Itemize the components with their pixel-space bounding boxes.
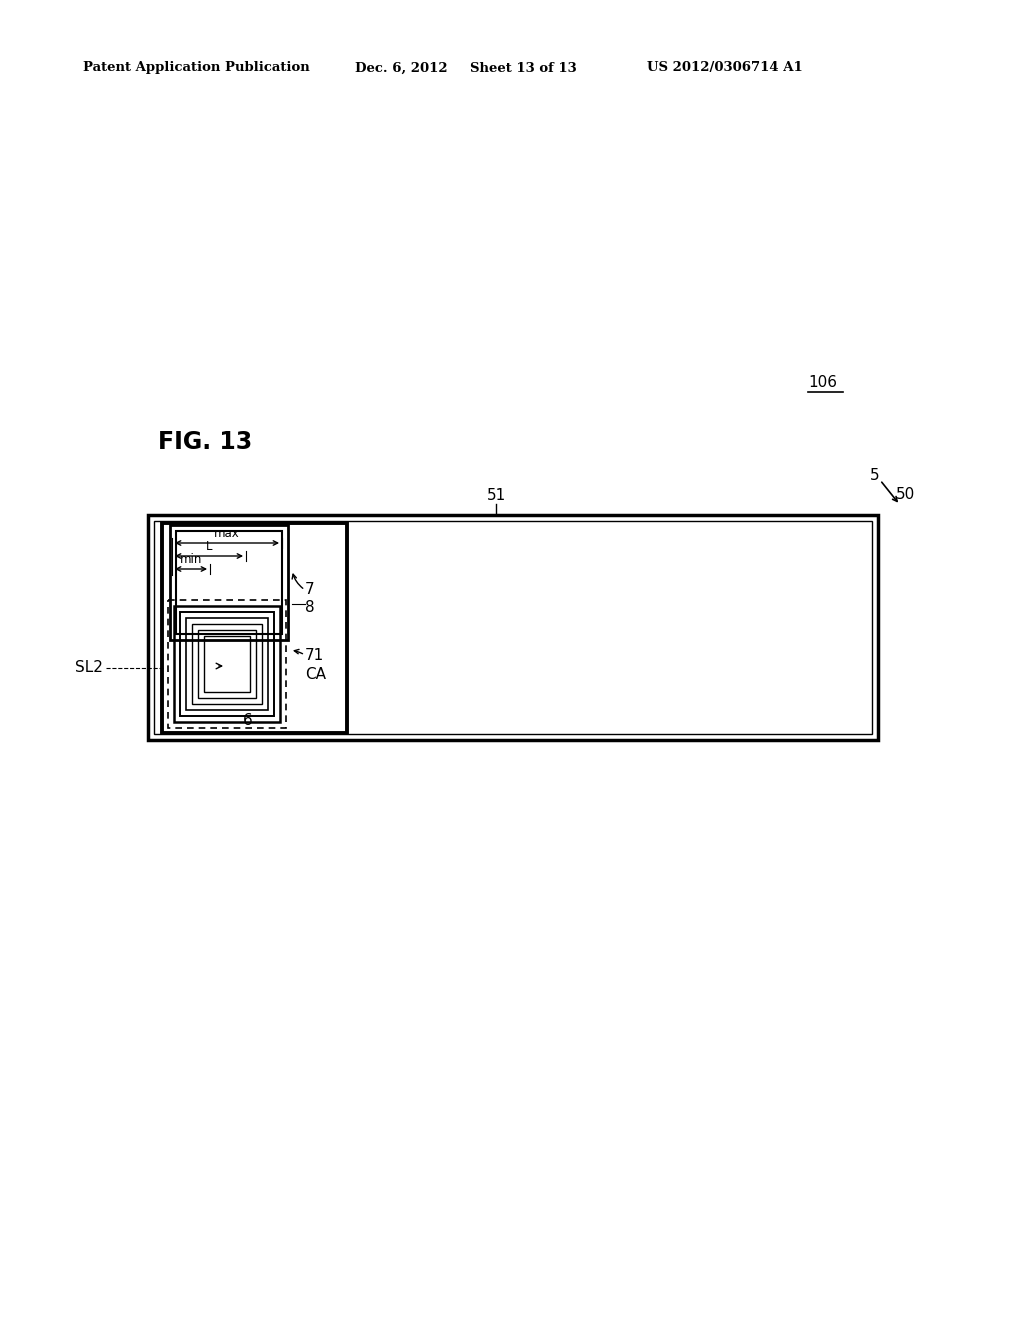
Text: Dec. 6, 2012: Dec. 6, 2012 [355,62,447,74]
Bar [204,636,250,692]
Bar [162,523,347,733]
Text: Patent Application Publication: Patent Application Publication [83,62,309,74]
Text: US 2012/0306714 A1: US 2012/0306714 A1 [647,62,803,74]
Text: 7: 7 [305,582,314,597]
Text: Sheet 13 of 13: Sheet 13 of 13 [470,62,577,74]
Text: 50: 50 [896,487,915,502]
Bar [193,624,262,704]
Bar [170,525,288,640]
Bar [176,531,282,634]
Text: 106: 106 [808,375,837,389]
Bar [198,630,256,698]
Text: 6: 6 [243,713,253,729]
Text: L: L [206,540,212,553]
Bar [154,521,872,734]
Text: SL2: SL2 [75,660,102,676]
Text: 71: 71 [305,648,325,663]
Bar [168,601,286,729]
Text: CA: CA [305,667,326,682]
Text: 5: 5 [870,469,880,483]
Bar [186,618,268,710]
Bar [180,612,274,715]
Text: min: min [180,553,202,566]
Bar [174,606,280,722]
Text: max: max [214,527,240,540]
Text: 51: 51 [487,488,506,503]
Text: 8: 8 [305,601,314,615]
Text: FIG. 13: FIG. 13 [158,430,252,454]
Bar [148,515,878,741]
